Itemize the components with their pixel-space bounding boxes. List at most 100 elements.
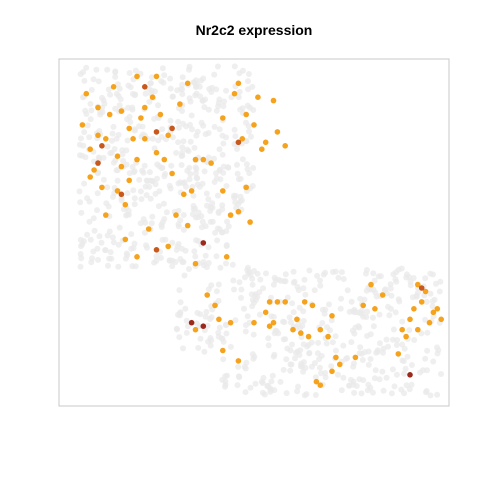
- background-cell: [234, 161, 240, 168]
- expression-point-level-3: [200, 240, 207, 246]
- background-cell: [315, 339, 322, 346]
- expression-point-level-1: [95, 132, 101, 139]
- expression-point-level-1: [274, 129, 281, 135]
- background-cell: [407, 278, 414, 285]
- background-cell: [287, 361, 294, 368]
- background-cell: [161, 216, 168, 222]
- background-cell: [201, 348, 208, 355]
- background-cell: [180, 138, 187, 145]
- expression-point-level-1: [266, 299, 273, 305]
- chart-title: Nr2c2 expression: [196, 22, 313, 38]
- background-cell: [104, 66, 111, 73]
- background-cell: [344, 287, 351, 294]
- background-cell: [239, 105, 246, 112]
- background-cell: [116, 102, 123, 109]
- expression-point-level-1: [298, 330, 304, 336]
- expression-point-level-1: [317, 382, 324, 389]
- background-cell: [297, 363, 304, 370]
- background-cell: [329, 339, 336, 346]
- background-cell: [234, 382, 241, 389]
- background-cell: [161, 173, 168, 180]
- background-cell: [244, 267, 251, 273]
- background-cell: [251, 268, 258, 274]
- plot-frame: [58, 58, 450, 407]
- background-cell: [178, 162, 185, 168]
- background-cell: [351, 309, 358, 316]
- background-cell: [232, 133, 239, 140]
- background-cell: [396, 298, 403, 305]
- expression-point-level-1: [259, 146, 265, 152]
- background-cell: [159, 65, 166, 72]
- background-cell: [176, 287, 183, 294]
- background-cell: [356, 350, 363, 357]
- background-cell: [199, 180, 206, 187]
- background-cell: [401, 390, 408, 397]
- background-cell: [385, 343, 391, 350]
- background-cell: [236, 279, 243, 286]
- background-cell: [202, 252, 209, 259]
- background-cell: [148, 74, 155, 81]
- expression-point-level-1: [399, 326, 406, 333]
- background-cell: [211, 123, 218, 130]
- background-cell: [360, 377, 367, 384]
- background-cell: [188, 112, 195, 119]
- background-cell: [209, 218, 216, 225]
- background-cell: [223, 134, 229, 141]
- background-cell: [302, 291, 309, 298]
- background-cell: [376, 311, 383, 318]
- background-cell: [190, 206, 197, 213]
- background-cell: [205, 196, 212, 203]
- background-cell: [77, 199, 84, 206]
- background-cell: [100, 176, 107, 183]
- expression-point-level-1: [126, 177, 132, 184]
- expression-point-level-1: [430, 309, 437, 316]
- expression-point-level-1: [212, 302, 218, 309]
- background-cell: [282, 271, 289, 278]
- background-cell: [261, 391, 268, 398]
- background-cell: [179, 86, 186, 93]
- background-cell: [88, 86, 95, 93]
- background-cell: [116, 224, 123, 231]
- background-cell: [258, 378, 265, 385]
- expression-point-level-1: [208, 160, 214, 166]
- background-cell: [389, 336, 396, 343]
- expression-point-level-1: [118, 163, 125, 170]
- background-cell: [245, 86, 252, 93]
- background-cell: [306, 267, 313, 274]
- background-cell: [82, 154, 89, 161]
- background-cell: [93, 66, 100, 73]
- expression-point-level-1: [87, 174, 93, 180]
- background-cell: [348, 339, 355, 346]
- background-cell: [252, 380, 259, 387]
- background-cell: [205, 106, 212, 113]
- background-cell: [304, 343, 311, 350]
- background-cell: [321, 310, 328, 317]
- expression-point-level-1: [173, 212, 179, 218]
- background-cell: [123, 212, 130, 219]
- background-cell: [183, 183, 189, 190]
- background-cell: [290, 268, 297, 275]
- background-cell: [357, 344, 364, 351]
- background-cell: [245, 78, 251, 85]
- background-cell: [241, 305, 247, 312]
- background-cell: [340, 276, 347, 282]
- background-cell: [234, 146, 240, 152]
- expression-point-level-1: [418, 299, 425, 305]
- background-cell: [202, 131, 209, 138]
- background-cell: [152, 181, 159, 188]
- background-cell: [379, 368, 386, 375]
- background-cell: [155, 137, 162, 144]
- background-cell: [436, 288, 443, 295]
- background-cell: [299, 322, 306, 329]
- background-cell: [181, 272, 188, 279]
- background-cell: [335, 371, 341, 378]
- background-cell: [391, 383, 398, 390]
- background-cell: [96, 233, 103, 240]
- expression-point-level-1: [122, 236, 129, 243]
- background-cell: [337, 305, 344, 312]
- background-cell: [377, 273, 384, 280]
- expression-point-level-2: [95, 160, 101, 166]
- expression-point-level-1: [294, 316, 300, 323]
- background-cell: [109, 234, 116, 241]
- background-cell: [365, 361, 372, 368]
